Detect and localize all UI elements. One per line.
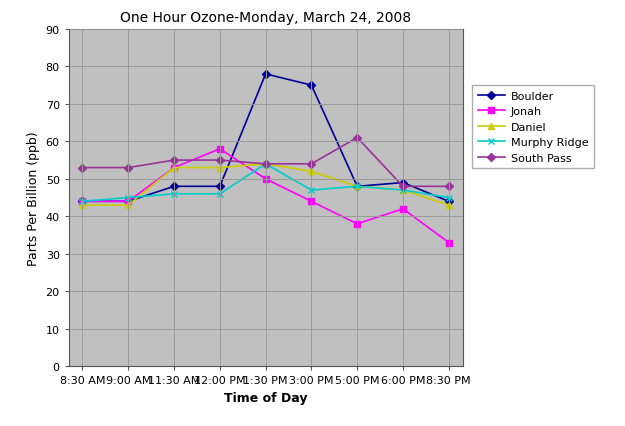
Boulder — [216, 184, 224, 190]
Daniel — [124, 203, 132, 208]
Jonah — [445, 240, 452, 245]
Jonah — [124, 199, 132, 204]
Legend: Boulder, Jonah, Daniel, Murphy Ridge, South Pass: Boulder, Jonah, Daniel, Murphy Ridge, So… — [472, 86, 594, 169]
South Pass — [262, 162, 269, 167]
Boulder — [308, 83, 315, 89]
X-axis label: Time of Day: Time of Day — [224, 391, 308, 404]
Boulder — [354, 184, 361, 190]
Boulder — [262, 72, 269, 77]
South Pass — [79, 166, 86, 171]
Jonah — [262, 177, 269, 182]
Boulder — [79, 199, 86, 204]
Boulder — [124, 199, 132, 204]
Murphy Ridge — [216, 192, 224, 197]
Daniel — [308, 170, 315, 175]
Murphy Ridge — [79, 199, 86, 204]
Murphy Ridge — [308, 188, 315, 193]
Daniel — [399, 188, 407, 193]
Daniel — [354, 184, 361, 190]
Line: South Pass: South Pass — [80, 135, 451, 190]
Jonah — [170, 166, 177, 171]
Daniel — [216, 166, 224, 171]
Jonah — [308, 199, 315, 204]
South Pass — [216, 158, 224, 163]
Y-axis label: Parts Per Billion (ppb): Parts Per Billion (ppb) — [27, 131, 40, 265]
Line: Murphy Ridge: Murphy Ridge — [80, 161, 451, 204]
South Pass — [124, 166, 132, 171]
Jonah — [216, 147, 224, 152]
South Pass — [399, 184, 407, 190]
Murphy Ridge — [445, 196, 452, 201]
Murphy Ridge — [124, 196, 132, 201]
Daniel — [170, 166, 177, 171]
Jonah — [399, 207, 407, 212]
Daniel — [79, 203, 86, 208]
Murphy Ridge — [262, 162, 269, 167]
Murphy Ridge — [354, 184, 361, 190]
Jonah — [79, 199, 86, 204]
Boulder — [445, 199, 452, 204]
Murphy Ridge — [170, 192, 177, 197]
Murphy Ridge — [399, 188, 407, 193]
Title: One Hour Ozone-Monday, March 24, 2008: One Hour Ozone-Monday, March 24, 2008 — [120, 11, 411, 25]
South Pass — [308, 162, 315, 167]
South Pass — [170, 158, 177, 163]
Jonah — [354, 222, 361, 227]
Boulder — [399, 181, 407, 186]
Line: Boulder: Boulder — [80, 72, 451, 204]
South Pass — [354, 136, 361, 141]
South Pass — [445, 184, 452, 190]
Daniel — [262, 162, 269, 167]
Line: Jonah: Jonah — [80, 147, 451, 246]
Line: Daniel: Daniel — [80, 161, 451, 208]
Boulder — [170, 184, 177, 190]
Daniel — [445, 203, 452, 208]
